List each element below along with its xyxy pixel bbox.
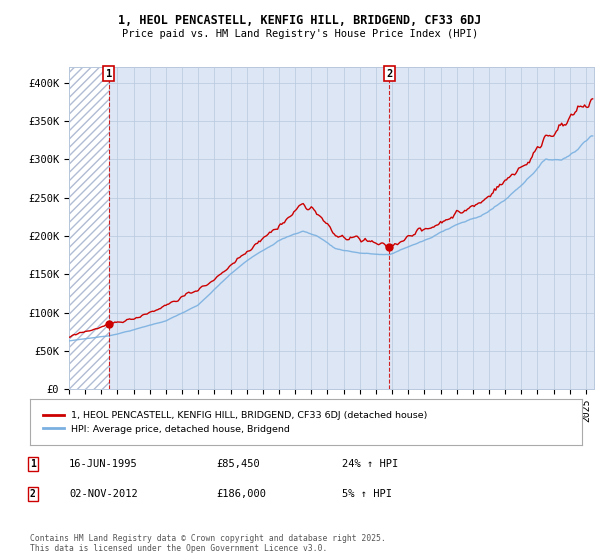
Text: 5% ↑ HPI: 5% ↑ HPI	[342, 489, 392, 499]
Text: 16-JUN-1995: 16-JUN-1995	[69, 459, 138, 469]
Text: 2: 2	[30, 489, 36, 499]
Text: Price paid vs. HM Land Registry's House Price Index (HPI): Price paid vs. HM Land Registry's House …	[122, 29, 478, 39]
Text: 2: 2	[386, 69, 392, 79]
Text: Contains HM Land Registry data © Crown copyright and database right 2025.
This d: Contains HM Land Registry data © Crown c…	[30, 534, 386, 553]
Text: 02-NOV-2012: 02-NOV-2012	[69, 489, 138, 499]
Legend: 1, HEOL PENCASTELL, KENFIG HILL, BRIDGEND, CF33 6DJ (detached house), HPI: Avera: 1, HEOL PENCASTELL, KENFIG HILL, BRIDGEN…	[40, 408, 431, 436]
Text: 1, HEOL PENCASTELL, KENFIG HILL, BRIDGEND, CF33 6DJ: 1, HEOL PENCASTELL, KENFIG HILL, BRIDGEN…	[118, 14, 482, 27]
Text: 24% ↑ HPI: 24% ↑ HPI	[342, 459, 398, 469]
Text: £85,450: £85,450	[216, 459, 260, 469]
Bar	[69, 67, 109, 389]
Text: 1: 1	[106, 69, 112, 79]
Text: 1: 1	[30, 459, 36, 469]
Text: £186,000: £186,000	[216, 489, 266, 499]
